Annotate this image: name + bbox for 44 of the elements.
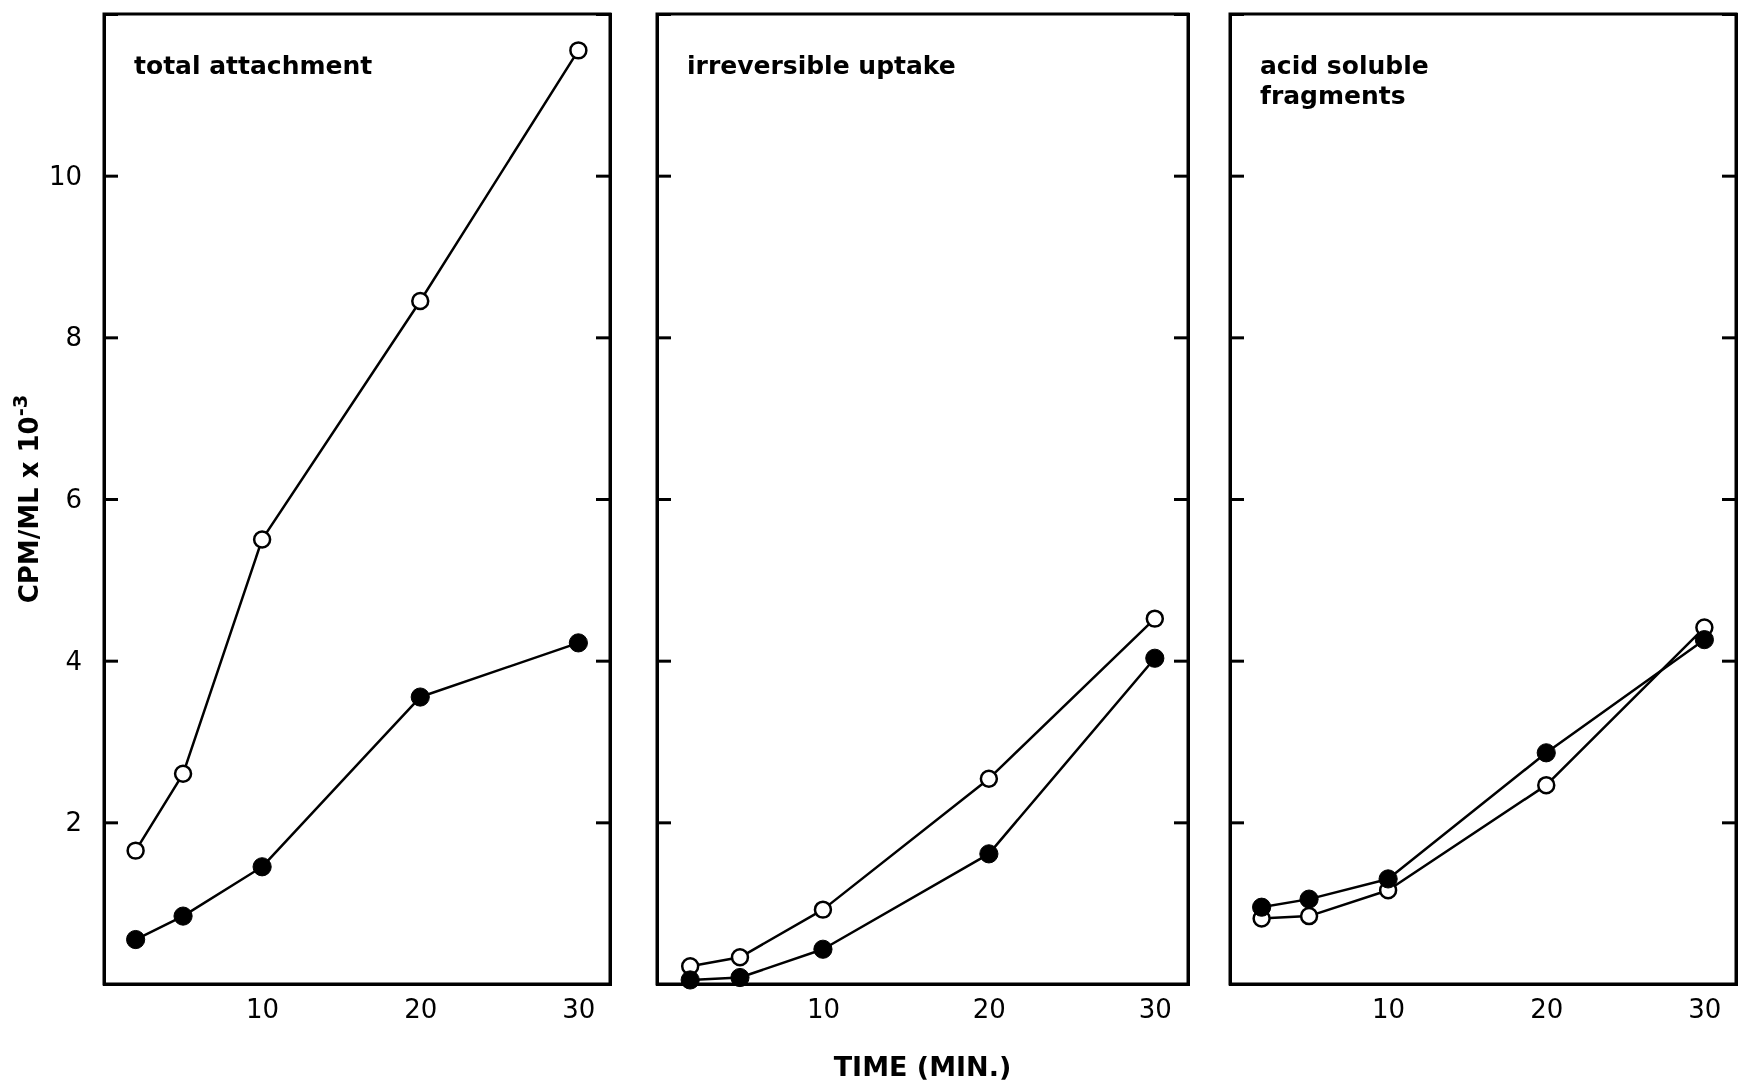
x-tick-label: 30	[562, 994, 596, 1025]
point	[979, 769, 999, 788]
text: irreversible uptake	[687, 51, 956, 80]
y-tick-label: 4	[65, 645, 82, 676]
x-tick-label: 20	[404, 994, 438, 1025]
point	[1694, 630, 1714, 650]
point	[411, 291, 430, 311]
y-tick-label: 10	[48, 160, 82, 191]
point	[730, 967, 750, 988]
point	[1145, 648, 1165, 668]
point	[1378, 869, 1398, 889]
point	[173, 906, 193, 926]
point	[813, 900, 833, 919]
x-tick-label: 20	[1530, 994, 1564, 1025]
point	[1299, 889, 1319, 909]
x-tick-label: 10	[1372, 994, 1406, 1025]
point	[173, 764, 193, 784]
x-tick-label: 10	[806, 994, 840, 1025]
point	[252, 530, 272, 549]
point	[813, 939, 833, 959]
point	[730, 948, 750, 967]
point	[1145, 609, 1165, 628]
point	[1537, 775, 1556, 795]
point	[1299, 906, 1319, 926]
point	[126, 841, 145, 860]
x-tick-label: 30	[1138, 994, 1172, 1025]
x-tick-label: 10	[246, 994, 280, 1025]
point	[680, 970, 700, 990]
point	[126, 929, 146, 950]
point	[568, 633, 588, 653]
text: total attachment	[134, 51, 373, 80]
x-tick-label: 30	[1688, 994, 1722, 1025]
text: acid soluble fragments	[1260, 51, 1429, 110]
point	[1252, 897, 1272, 917]
point	[252, 857, 272, 877]
point	[410, 687, 430, 707]
point	[979, 844, 999, 864]
y-tick-label: 2	[65, 807, 82, 838]
y-tick-label: 6	[65, 484, 82, 515]
point	[569, 41, 588, 60]
y-tick-label: 8	[65, 322, 82, 353]
x-tick-label: 20	[972, 994, 1006, 1025]
x-axis-title: TIME (MIN.)	[833, 1051, 1012, 1082]
point	[1536, 743, 1556, 763]
